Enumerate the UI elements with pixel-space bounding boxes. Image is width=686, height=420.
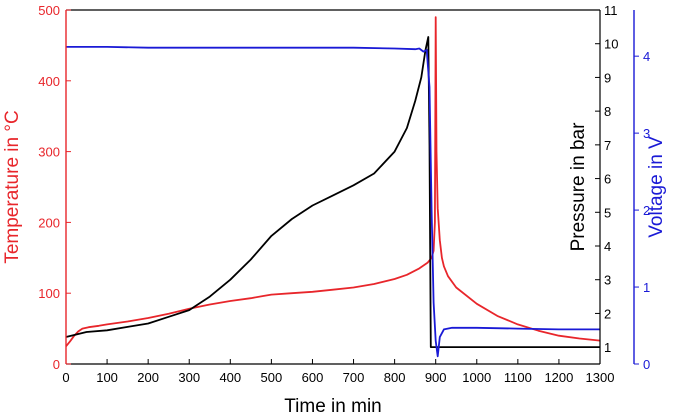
temperature-tick-label: 100 xyxy=(38,286,60,301)
voltage-axis-title: Voltage in V xyxy=(646,136,667,238)
temperature-axis-title: Temperature in °C xyxy=(2,110,23,263)
x-tick-label: 1000 xyxy=(462,370,491,385)
x-tick-label: 0 xyxy=(62,370,69,385)
pressure-tick-label: 1 xyxy=(604,340,611,355)
x-tick-label: 400 xyxy=(219,370,241,385)
temperature-tick-label: 300 xyxy=(38,145,60,160)
pressure-tick-label: 10 xyxy=(604,37,618,52)
voltage-tick-label: 3 xyxy=(643,126,650,141)
x-tick-label: 700 xyxy=(343,370,365,385)
x-tick-label: 600 xyxy=(302,370,324,385)
temperature-tick-label: 0 xyxy=(53,357,60,372)
pressure-tick-label: 11 xyxy=(604,3,618,18)
pressure-tick-label: 6 xyxy=(604,172,611,187)
x-tick-label: 300 xyxy=(178,370,200,385)
pressure-tick-label: 2 xyxy=(604,306,611,321)
voltage-tick-label: 1 xyxy=(643,280,650,295)
pressure-series-line xyxy=(65,36,600,348)
pressure-tick-label: 4 xyxy=(604,239,611,254)
pressure-tick-label: 9 xyxy=(604,70,611,85)
x-tick-label: 900 xyxy=(425,370,447,385)
x-tick-label: 100 xyxy=(96,370,118,385)
x-tick-label: 1300 xyxy=(586,370,615,385)
x-tick-label: 200 xyxy=(137,370,159,385)
x-axis-title: Time in min xyxy=(284,396,381,417)
temperature-tick-label: 500 xyxy=(38,3,60,18)
pressure-axis-title: Pressure in bar xyxy=(568,122,589,252)
pressure-tick-label: 3 xyxy=(604,273,611,288)
axes-group: 0 100 200 300 400 500 600 700 800 900 1000 1100 1200… xyxy=(38,3,650,385)
temperature-tick-label: 400 xyxy=(38,74,60,89)
x-tick-label: 1200 xyxy=(544,370,573,385)
pressure-tick-label: 5 xyxy=(604,205,611,220)
x-tick-label: 800 xyxy=(384,370,406,385)
pressure-tick-label: 7 xyxy=(604,138,611,153)
x-tick-label: 1100 xyxy=(504,370,532,385)
pressure-tick-label: 8 xyxy=(604,104,611,119)
temperature-series-line xyxy=(65,16,601,347)
temperature-tick-label: 200 xyxy=(38,215,60,230)
series-group xyxy=(65,16,601,358)
voltage-tick-label: 4 xyxy=(643,49,650,64)
voltage-series-line xyxy=(66,46,600,358)
voltage-tick-label: 0 xyxy=(643,357,650,372)
plot-frame xyxy=(66,9,600,365)
x-tick-label: 500 xyxy=(261,370,283,385)
voltage-tick-label: 2 xyxy=(643,203,650,218)
